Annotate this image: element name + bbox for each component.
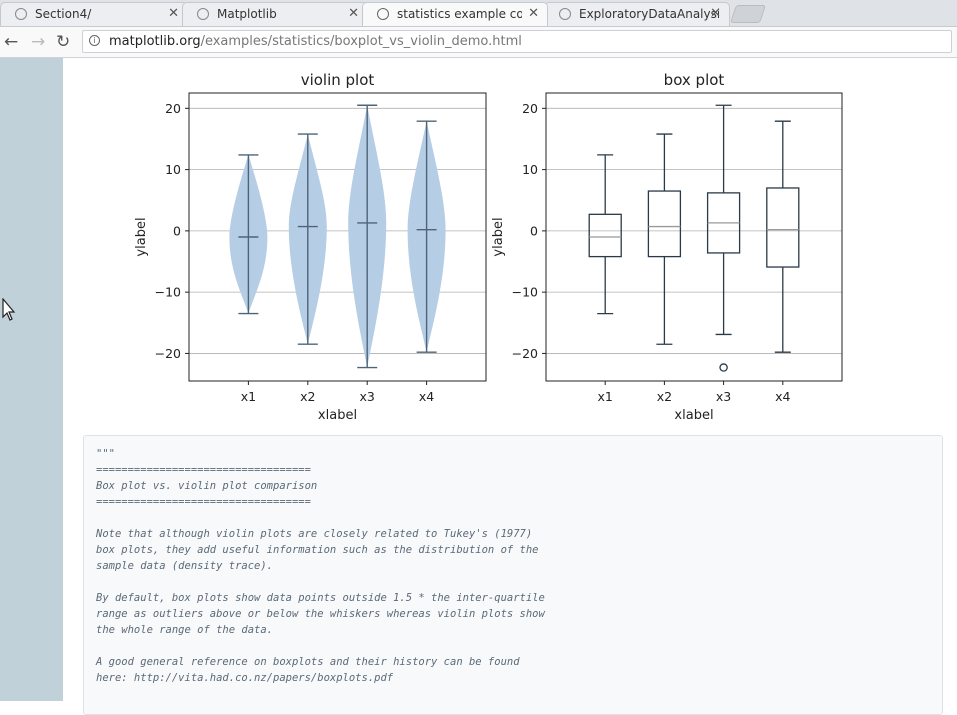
figure: 20 10 0 −10 −20 x1 x2 x3 x4 violin plot xlabel ylab… [134, 71, 843, 423]
page-loading-icon [15, 8, 27, 20]
forward-arrow-icon[interactable]: → [31, 32, 46, 52]
close-tab-icon[interactable]: ✕ [168, 6, 179, 21]
tab-label: Section4/ [35, 7, 92, 21]
back-arrow-icon[interactable]: ← [4, 32, 19, 52]
close-tab-icon[interactable]: ✕ [710, 6, 721, 21]
page-sidebar [0, 58, 63, 701]
box-outlier-point [719, 363, 728, 372]
y-tick-label: −10 [155, 285, 181, 300]
tab-label: ExploratoryDataAnalysis [579, 7, 719, 21]
code-line [96, 574, 930, 590]
code-line [96, 510, 930, 526]
matplotlib-favicon-icon [377, 8, 389, 20]
code-line: ================================== [96, 496, 311, 508]
x-tick-label: x1 [241, 389, 256, 404]
y-tick-label: 20 [165, 101, 181, 116]
mouse-cursor-icon [2, 298, 16, 321]
code-block: """ ================================== B… [83, 435, 943, 715]
page-loading-icon [197, 8, 209, 20]
x-tick-label: x2 [300, 389, 315, 404]
code-line: Box plot vs. violin plot comparison [96, 480, 318, 492]
close-tab-icon[interactable]: ✕ [348, 6, 359, 21]
axes-frame [545, 92, 843, 382]
tab-label: Matplotlib [217, 7, 277, 21]
box-body [588, 213, 622, 258]
code-line: here: http://vita.had.co.nz/papers/boxpl… [96, 672, 394, 684]
address-url: matplotlib.org/examples/statistics/boxpl… [109, 31, 522, 52]
tab-section4[interactable]: Section4/ ✕ [0, 2, 188, 26]
reload-icon[interactable]: ↻ [56, 32, 71, 52]
y-axis-label: ylabel [134, 217, 149, 256]
x-tick-label: x4 [419, 389, 434, 404]
code-line: By default, box plots show data points o… [96, 592, 545, 604]
code-line: range as outliers above or below the whi… [96, 608, 545, 620]
y-tick-label: 0 [173, 223, 181, 238]
y-tick-label: −20 [155, 346, 181, 361]
y-tick-label: 10 [165, 162, 181, 177]
code-line: ================================== [96, 464, 311, 476]
y-tick-label: −20 [512, 346, 538, 361]
site-info-icon[interactable]: i [89, 35, 100, 46]
close-tab-icon[interactable]: ✕ [528, 6, 539, 21]
y-tick-label: 20 [522, 101, 538, 116]
code-line: the whole range of the data. [96, 624, 274, 636]
axes-frame [188, 92, 487, 382]
page-loading-icon [559, 8, 571, 20]
x-tick-label: x1 [598, 389, 613, 404]
box-body [647, 190, 682, 258]
tab-strip: Section4/ ✕ Matplotlib ✕ statistics exam… [0, 0, 957, 27]
code-line [96, 638, 930, 654]
tab-statistics-example[interactable]: statistics example code: b ✕ [362, 2, 548, 26]
url-path: /examples/statistics/boxplot_vs_violin_d… [200, 34, 522, 49]
chart-title: box plot [664, 71, 725, 89]
x-tick-label: x4 [775, 389, 790, 404]
y-tick-label: 10 [522, 162, 538, 177]
code-line: Note that although violin plots are clos… [96, 528, 533, 540]
code-line: box plots, they add useful information s… [96, 544, 539, 556]
x-tick-label: x2 [657, 389, 672, 404]
x-tick-label: x3 [716, 389, 731, 404]
x-axis-label: xlabel [674, 408, 713, 423]
x-axis-label: xlabel [318, 408, 357, 423]
tab-label: statistics example code: b [397, 7, 522, 21]
browser-toolbar: ← → ↻ i matplotlib.org/examples/statisti… [0, 27, 957, 58]
code-line: A good general reference on boxplots and… [96, 656, 520, 668]
tab-exploratory-data-analysis[interactable]: ExploratoryDataAnalysis ✕ [544, 2, 730, 26]
y-axis-label: ylabel [491, 217, 506, 256]
address-bar[interactable]: i matplotlib.org/examples/statistics/box… [82, 30, 952, 53]
y-tick-label: 0 [530, 223, 538, 238]
code-line: sample data (density trace). [96, 560, 274, 572]
url-domain: matplotlib.org [109, 34, 201, 49]
code-line: """ [96, 448, 115, 460]
y-tick-label: −10 [512, 285, 538, 300]
x-tick-label: x3 [360, 389, 375, 404]
tab-matplotlib[interactable]: Matplotlib ✕ [182, 2, 368, 26]
chart-title: violin plot [301, 71, 375, 89]
box-body [766, 187, 800, 268]
